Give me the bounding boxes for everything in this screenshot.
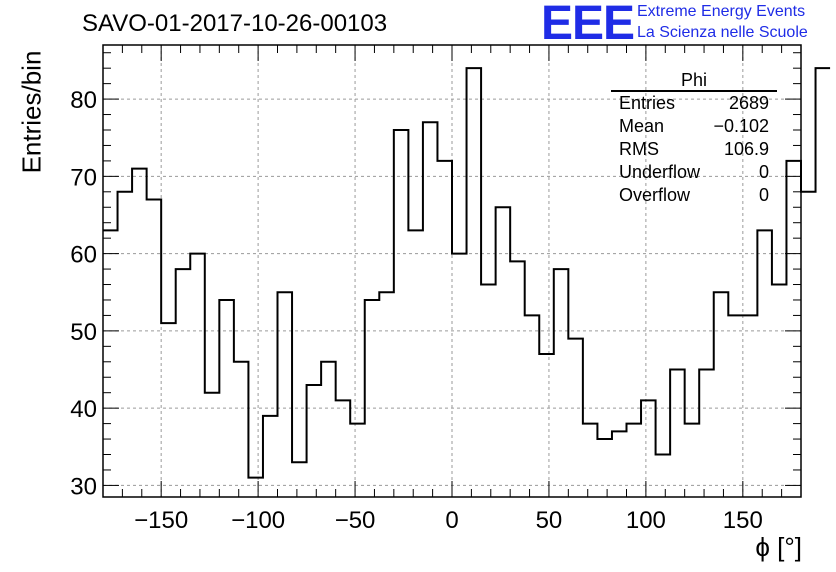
x-tick-label: 100 <box>626 507 666 534</box>
stats-label: Entries <box>619 93 676 113</box>
stats-label: Overflow <box>619 185 691 205</box>
stats-value: 2689 <box>728 93 769 113</box>
logo-line-2: La Scienza nelle Scuole <box>637 24 808 41</box>
stats-value: 0 <box>758 162 769 182</box>
y-tick-label: 30 <box>70 473 97 500</box>
eee-logo: EEE <box>541 0 635 50</box>
chart-title: SAVO-01-2017-10-26-00103 <box>82 10 388 37</box>
y-tick-label: 70 <box>70 164 97 191</box>
stats-label: Underflow <box>619 162 701 182</box>
stats-box: Phi Entries 2689 Mean −0.102 RMS 106.9 U… <box>611 70 777 207</box>
x-tick-label: −50 <box>335 507 376 534</box>
stats-row-underflow: Underflow 0 <box>611 161 777 184</box>
stats-row-entries: Entries 2689 <box>611 92 777 115</box>
stats-value: 0 <box>758 185 769 205</box>
logo-line-1: Extreme Energy Events <box>637 3 806 20</box>
plot-frame <box>102 44 802 498</box>
y-axis-label: Entries/bin <box>16 50 47 174</box>
y-tick-label: 60 <box>70 242 97 269</box>
y-tick-label: 50 <box>70 319 97 346</box>
stats-value: 106.9 <box>723 139 769 159</box>
stats-label: RMS <box>619 139 659 159</box>
stats-label: Mean <box>619 116 665 136</box>
x-tick-label: −150 <box>134 507 188 534</box>
y-tick-label: 80 <box>70 87 97 114</box>
x-tick-label: 150 <box>723 507 763 534</box>
stats-title: Phi <box>611 70 777 92</box>
x-tick-label: 0 <box>445 507 458 534</box>
stats-row-rms: RMS 106.9 <box>611 138 777 161</box>
x-tick-label: −100 <box>231 507 285 534</box>
y-tick-label: 40 <box>70 396 97 423</box>
stats-row-mean: Mean −0.102 <box>611 115 777 138</box>
histogram-line <box>103 67 831 479</box>
x-tick-label: 50 <box>536 507 563 534</box>
stats-row-overflow: Overflow 0 <box>611 184 777 207</box>
x-axis-label: ϕ [°] <box>755 532 802 562</box>
stats-value: −0.102 <box>713 116 769 136</box>
